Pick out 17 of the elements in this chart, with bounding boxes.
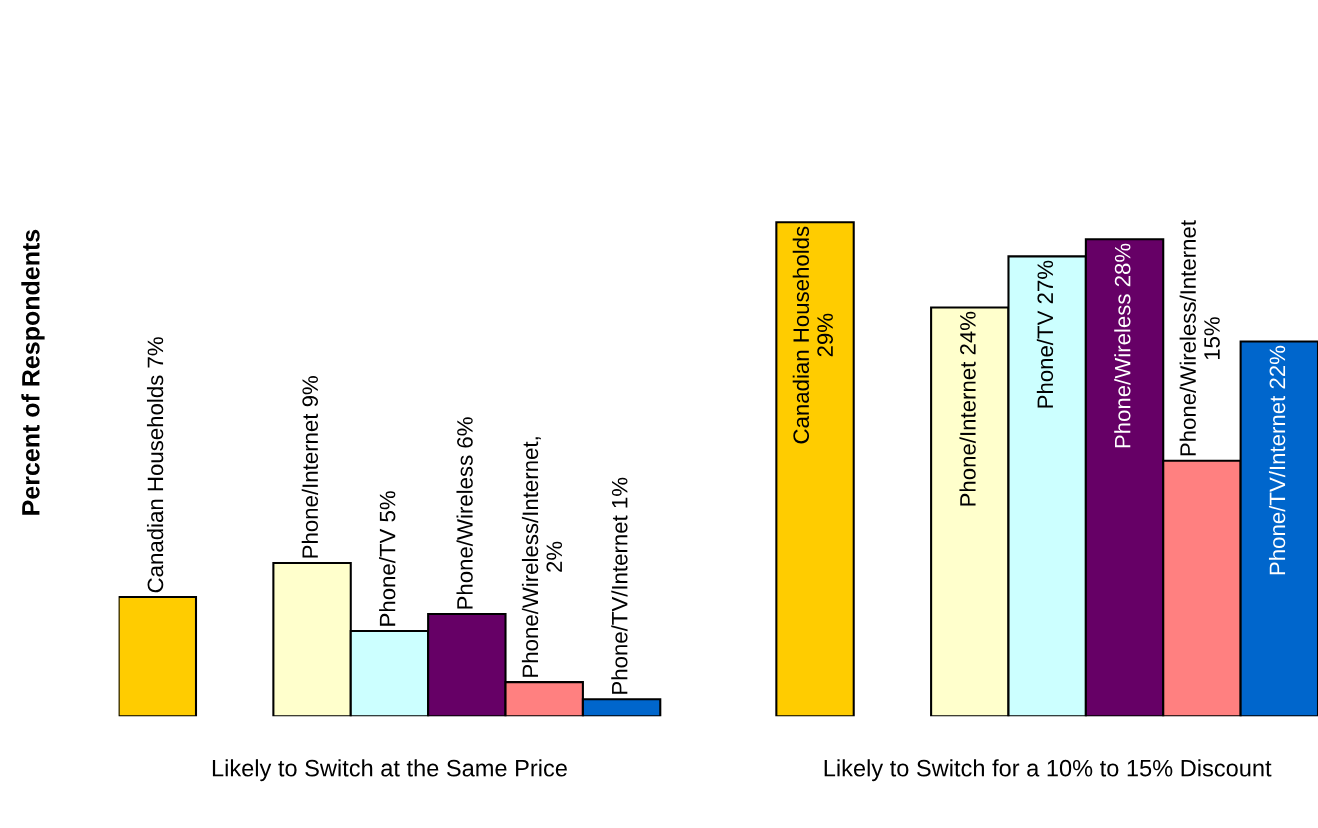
data-label: Phone/Wireless/Internet 15% — [1179, 220, 1220, 456]
data-label: Phone/Wireless/Internet, 2% — [521, 437, 563, 677]
bar — [118, 595, 198, 717]
y-axis-title: Percent of Respondents — [21, 229, 45, 515]
data-label: Phone/TV 27% — [1036, 260, 1054, 408]
data-label: Phone/Internet 24% — [959, 311, 976, 506]
data-label: Phone/TV/Internet 1% — [611, 477, 628, 694]
data-label: Canadian Households 7% — [146, 337, 164, 593]
data-label: Phone/Internet 9% — [301, 376, 319, 558]
data-label: Phone/TV 5% — [379, 491, 396, 626]
data-label: Phone/Wireless 6% — [456, 417, 473, 609]
x-tick-label: Likely to Switch for a 10% to 15% Discount — [824, 759, 1272, 782]
x-tick-label: Likely to Switch at the Same Price — [212, 759, 567, 782]
data-label: Canadian Households 29% — [792, 226, 833, 444]
data-label: Phone/TV/Internet 22% — [1268, 345, 1286, 575]
data-label: Phone/Wireless 28% — [1114, 243, 1131, 448]
bar — [775, 221, 855, 717]
